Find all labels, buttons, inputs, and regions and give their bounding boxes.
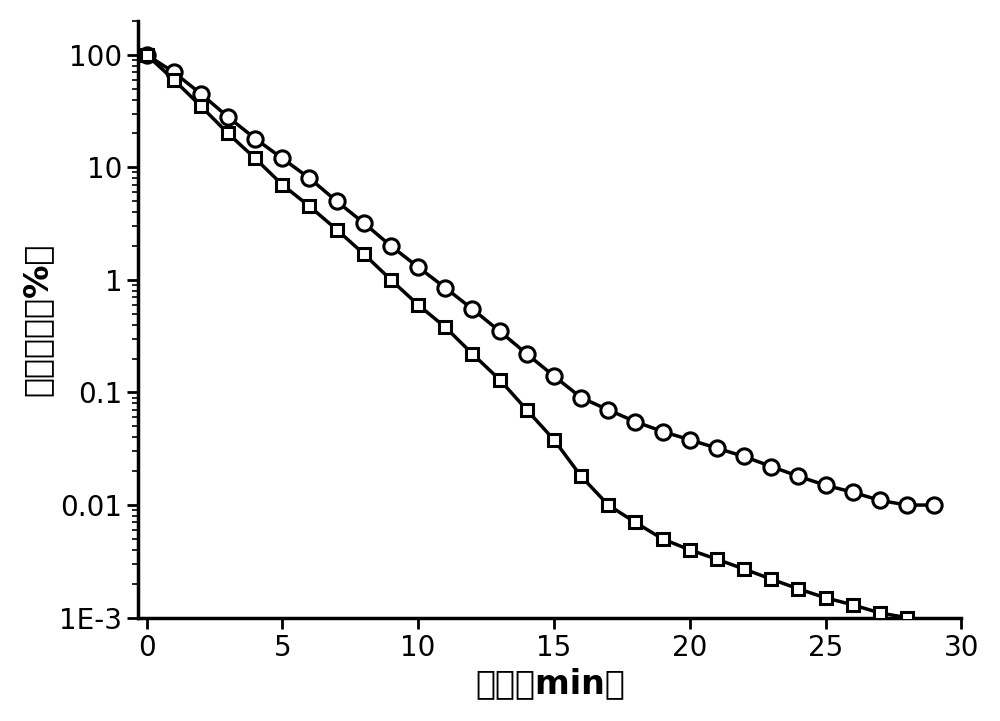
Y-axis label: 活菌比例（%）: 活菌比例（%） [21,242,54,396]
X-axis label: 时间（min）: 时间（min） [475,667,625,700]
